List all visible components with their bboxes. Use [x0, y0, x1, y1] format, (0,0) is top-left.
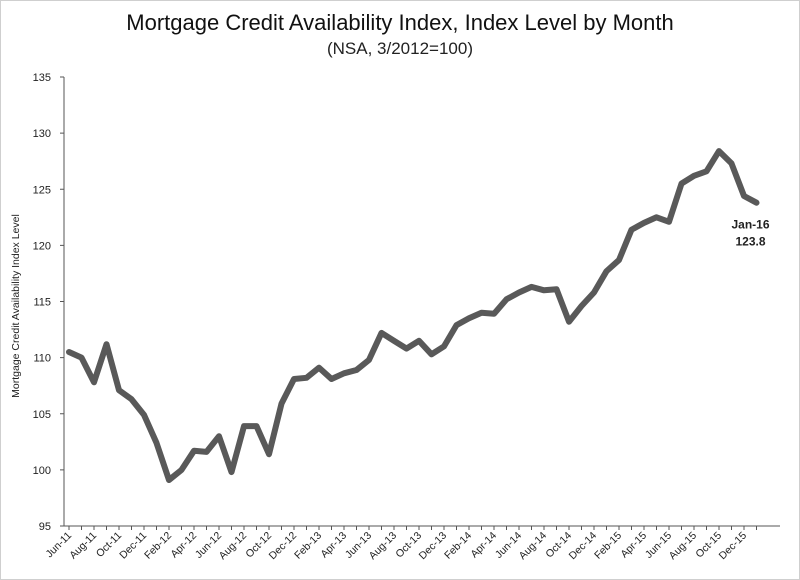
y-tick-label: 135: [33, 72, 51, 84]
series: [66, 148, 760, 483]
x-tick-label: Aug-11: [67, 530, 99, 562]
x-tick-label: Aug-15: [667, 530, 700, 563]
x-tick-label: Dec-13: [417, 530, 450, 563]
y-tick-label: 120: [33, 240, 51, 252]
x-tick-label: Aug-14: [517, 530, 550, 563]
x-tick-label: Apr-12: [168, 530, 199, 561]
x-tick-label: Feb-15: [592, 530, 624, 562]
y-ticks: 95 100 105 110 115 120 125 130 135: [33, 72, 64, 533]
y-tick-label: 130: [33, 128, 51, 140]
x-tick-label: Dec-14: [567, 530, 600, 563]
x-tick-label: Apr-13: [318, 530, 349, 561]
x-tick-label: Dec-15: [717, 530, 750, 563]
x-tick-label: Aug-12: [217, 530, 250, 563]
x-tick-label: Apr-14: [468, 530, 499, 561]
y-tick-label: 110: [33, 353, 51, 365]
annotation-label-value: 123.8: [735, 235, 765, 249]
chart-title: Mortgage Credit Availability Index, Inde…: [126, 10, 674, 35]
y-tick-label: 115: [33, 297, 51, 309]
y-tick-label: 105: [33, 409, 51, 421]
annotation-label-date: Jan-16: [731, 218, 769, 232]
x-tick-label: Apr-15: [618, 530, 649, 561]
annotation: Jan-16 123.8: [731, 218, 769, 249]
x-tick-label: Aug-13: [367, 530, 400, 563]
y-tick-label: 95: [39, 521, 51, 533]
x-tick-label: Feb-13: [292, 530, 324, 562]
x-tick-label: Feb-12: [142, 530, 174, 562]
y-tick-label: 125: [33, 184, 51, 196]
axes: [63, 77, 780, 527]
series-line: [66, 148, 760, 483]
x-ticks: Jun-11Aug-11Oct-11Dec-11Feb-12Apr-12Jun-…: [43, 526, 757, 563]
chart-subtitle: (NSA, 3/2012=100): [326, 39, 473, 58]
x-tick-label: Feb-14: [442, 530, 474, 562]
x-tick-label: Dec-12: [267, 530, 300, 563]
y-tick-label: 100: [33, 465, 51, 477]
